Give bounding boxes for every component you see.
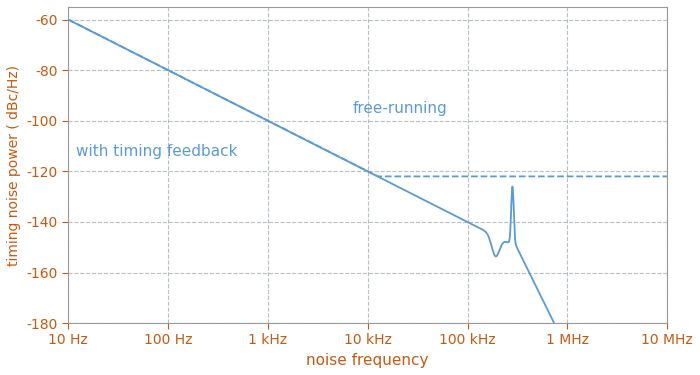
X-axis label: noise frequency: noise frequency bbox=[307, 353, 429, 368]
Text: with timing feedback: with timing feedback bbox=[76, 144, 238, 159]
Text: free-running: free-running bbox=[353, 100, 447, 116]
Y-axis label: timing noise power ( dBc/Hz): timing noise power ( dBc/Hz) bbox=[7, 64, 21, 266]
